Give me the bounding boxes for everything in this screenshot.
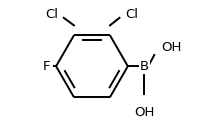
Text: Cl: Cl [125,8,138,21]
Text: B: B [140,60,149,73]
Text: OH: OH [134,106,154,119]
Text: Cl: Cl [45,8,58,21]
Text: F: F [42,60,50,73]
Text: OH: OH [161,41,181,54]
